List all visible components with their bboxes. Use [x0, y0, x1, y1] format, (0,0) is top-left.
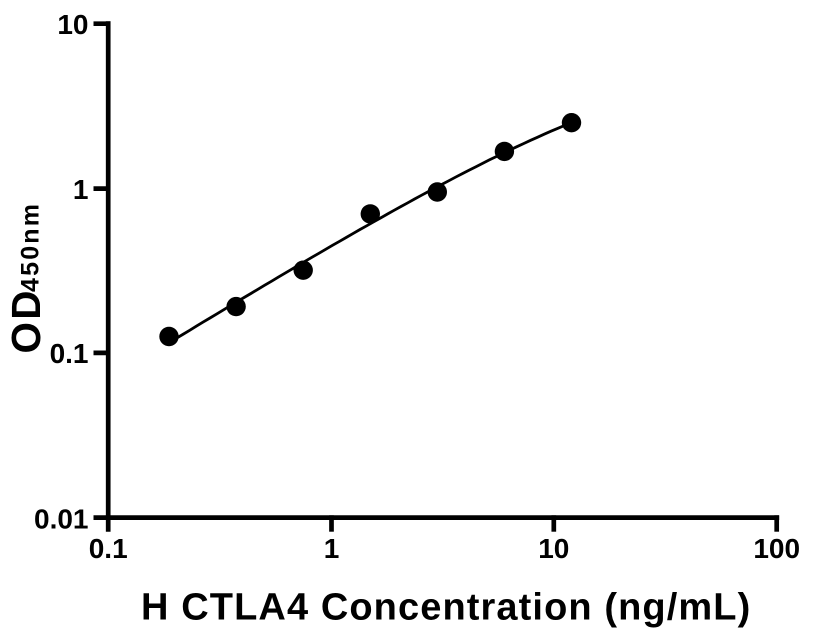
svg-text:10: 10 [538, 533, 569, 564]
svg-text:OD: OD [3, 288, 49, 353]
svg-text:450nm: 450nm [17, 202, 45, 292]
svg-text:0.01: 0.01 [34, 504, 89, 535]
svg-text:0.1: 0.1 [89, 533, 128, 564]
svg-text:10: 10 [57, 9, 88, 40]
svg-text:100: 100 [753, 533, 800, 564]
svg-text:1: 1 [324, 533, 340, 564]
svg-text:0.1: 0.1 [50, 338, 89, 369]
svg-text:H CTLA4 Concentration (ng/mL): H CTLA4 Concentration (ng/mL) [141, 587, 751, 629]
svg-text:1: 1 [73, 174, 89, 205]
